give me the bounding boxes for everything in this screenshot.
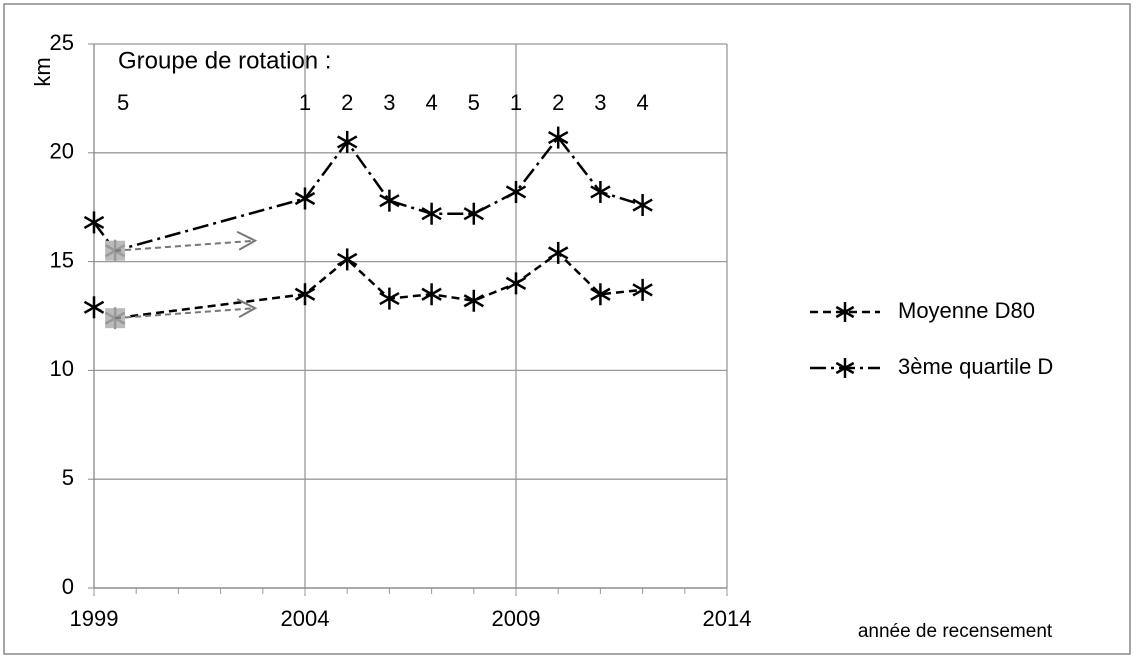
legend-marker (835, 302, 855, 322)
rotation-label: 4 (636, 90, 648, 115)
marker (632, 278, 653, 301)
marker (505, 180, 527, 203)
y-tick-label: 10 (50, 356, 74, 381)
marker-stroke (421, 207, 442, 221)
marker (294, 283, 316, 306)
marker-stroke (294, 287, 316, 301)
arrow (115, 307, 256, 320)
arrow (115, 239, 256, 252)
y-tick-label: 5 (62, 465, 74, 490)
legend-marker (835, 358, 855, 378)
marker (548, 241, 569, 264)
marker (337, 248, 358, 271)
annotation-title: Groupe de rotation : (118, 47, 331, 74)
marker-stroke (421, 287, 442, 301)
marker (337, 130, 358, 153)
arrow-head (236, 230, 258, 251)
rotation-label: 2 (552, 90, 564, 115)
marker-stroke (835, 305, 855, 319)
marker-stroke (590, 287, 611, 301)
marker-stroke (505, 276, 527, 290)
rotation-label: 1 (510, 90, 522, 115)
x-tick-label: 2014 (703, 606, 752, 631)
legend-label: Moyenne D80 (898, 298, 1035, 323)
rotation-label: 4 (425, 90, 437, 115)
marker (83, 211, 105, 234)
x-tick-label: 2009 (492, 606, 541, 631)
marker (421, 283, 442, 306)
marker-stroke (463, 294, 484, 308)
marker (294, 187, 316, 210)
x-axis-label: année de recensement (858, 621, 1053, 642)
marker-stroke (337, 135, 358, 149)
x-tick-label: 2004 (281, 606, 330, 631)
marker-stroke (632, 198, 653, 212)
rotation-label: 3 (383, 90, 395, 115)
marker-stroke (505, 185, 527, 199)
rotation-label: 1 (299, 90, 311, 115)
marker-stroke (379, 194, 400, 208)
marker (548, 126, 569, 149)
x-tick-label: 1999 (70, 606, 119, 631)
marker (590, 283, 611, 306)
y-tick-label: 15 (50, 247, 74, 272)
marker-stroke (337, 252, 358, 267)
marker (379, 287, 400, 310)
arrow-head (236, 298, 258, 319)
marker-stroke (294, 191, 316, 206)
marker-stroke (590, 185, 611, 199)
rotation-label: 2 (341, 90, 353, 115)
marker-stroke (83, 215, 105, 230)
marker-stroke (835, 361, 855, 375)
marker-stroke (548, 246, 569, 260)
rotation-label: 3 (594, 90, 606, 115)
marker (83, 296, 105, 319)
rotation-label: 5 (117, 90, 129, 115)
marker-stroke (83, 300, 105, 314)
marker (463, 202, 484, 225)
legend-label: 3ème quartile D (898, 354, 1053, 379)
marker (421, 202, 442, 225)
y-tick-label: 0 (62, 574, 74, 599)
marker (590, 180, 611, 203)
rotation-label: 5 (468, 90, 480, 115)
marker-stroke (379, 292, 400, 306)
marker-stroke (632, 283, 653, 297)
y-tick-label: 25 (50, 30, 74, 55)
marker (632, 194, 653, 217)
marker (463, 289, 484, 312)
y-tick-label: 20 (50, 139, 74, 164)
marker-stroke (463, 207, 484, 221)
marker (379, 189, 400, 212)
y-axis-label: km (30, 57, 55, 86)
marker-stroke (548, 130, 569, 145)
frame (3, 3, 1131, 655)
marker (505, 272, 527, 295)
